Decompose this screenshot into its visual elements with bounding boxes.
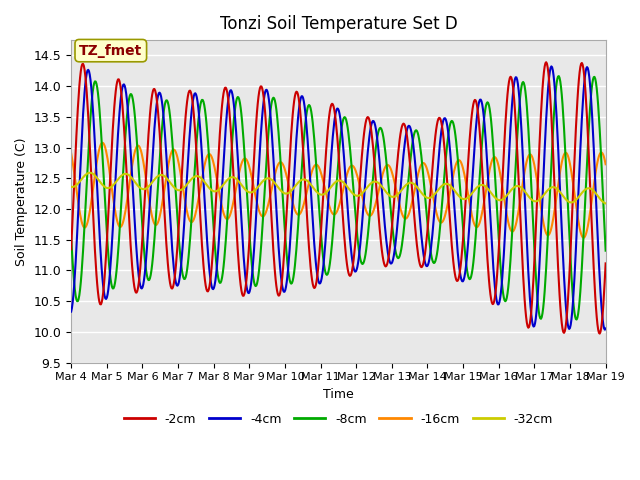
-8cm: [419, 167, 427, 173]
Title: Tonzi Soil Temperature Set D: Tonzi Soil Temperature Set D: [220, 15, 457, 33]
-32cm: [86, 170, 93, 176]
Line: -4cm: -4cm: [71, 66, 605, 330]
-4cm: [548, 63, 556, 69]
-8cm: [403, 192, 411, 197]
-32cm: [187, 177, 195, 182]
-2cm: [596, 331, 604, 336]
-2cm: [214, 156, 222, 161]
-32cm: [215, 187, 223, 192]
-8cm: [77, 279, 84, 285]
-8cm: [573, 317, 580, 323]
-16cm: [420, 160, 428, 166]
-2cm: [186, 88, 194, 94]
Line: -16cm: -16cm: [71, 143, 605, 238]
-2cm: [403, 134, 411, 140]
-2cm: [67, 247, 75, 252]
-2cm: [77, 68, 84, 74]
-8cm: [67, 234, 75, 240]
-16cm: [602, 161, 609, 167]
Y-axis label: Soil Temperature (C): Soil Temperature (C): [15, 137, 28, 265]
-16cm: [187, 219, 195, 225]
-4cm: [132, 238, 140, 243]
-4cm: [403, 126, 411, 132]
-16cm: [77, 215, 84, 221]
-2cm: [602, 261, 609, 266]
-4cm: [601, 327, 609, 333]
-4cm: [67, 309, 75, 314]
-32cm: [132, 181, 140, 187]
-32cm: [420, 192, 428, 198]
-8cm: [214, 276, 222, 281]
Text: TZ_fmet: TZ_fmet: [79, 44, 143, 58]
-16cm: [215, 189, 223, 195]
-2cm: [419, 263, 427, 268]
-16cm: [132, 144, 140, 150]
-2cm: [132, 289, 140, 295]
X-axis label: Time: Time: [323, 388, 354, 401]
-16cm: [404, 213, 412, 219]
-8cm: [132, 124, 140, 130]
Line: -8cm: -8cm: [71, 76, 605, 320]
-8cm: [555, 73, 563, 79]
-4cm: [419, 246, 427, 252]
-4cm: [602, 326, 609, 332]
-32cm: [602, 201, 609, 206]
-32cm: [77, 177, 84, 183]
-16cm: [99, 140, 106, 145]
-16cm: [67, 150, 75, 156]
Line: -2cm: -2cm: [71, 62, 605, 334]
-8cm: [602, 248, 609, 253]
Legend: -2cm, -4cm, -8cm, -16cm, -32cm: -2cm, -4cm, -8cm, -16cm, -32cm: [118, 408, 558, 431]
-4cm: [186, 126, 194, 132]
-32cm: [67, 184, 75, 190]
Line: -32cm: -32cm: [71, 173, 605, 204]
-2cm: [542, 60, 550, 65]
-8cm: [186, 236, 194, 241]
-4cm: [214, 245, 222, 251]
-4cm: [77, 154, 84, 159]
-16cm: [579, 235, 587, 240]
-32cm: [404, 180, 412, 186]
